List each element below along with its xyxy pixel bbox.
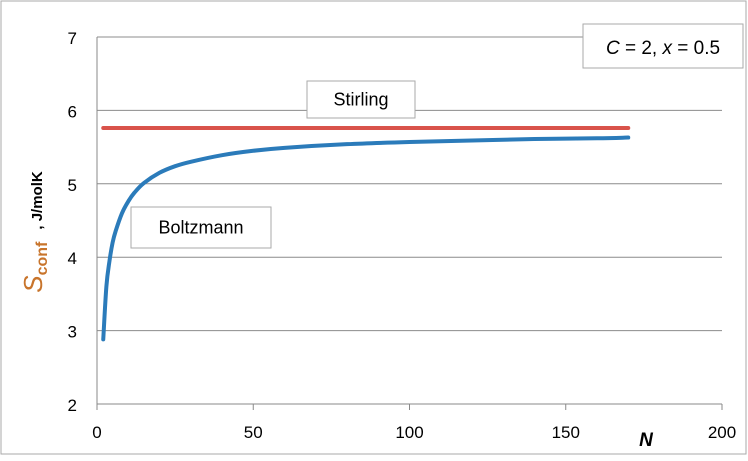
x-tick-label: 150 <box>552 423 580 442</box>
y-tick-label: 6 <box>68 102 77 121</box>
y-tick-label: 3 <box>68 323 77 342</box>
y-tick-label: 4 <box>68 249 77 268</box>
y-tick-label: 5 <box>68 176 77 195</box>
label-layer: Stirling Boltzmann C = 2, x = 0.5 <box>130 23 744 249</box>
annotation-text: Boltzmann <box>158 218 243 238</box>
grid-layer <box>97 36 722 332</box>
parameter-box-frame <box>582 23 744 69</box>
x-tick-label: 100 <box>395 423 423 442</box>
series-line-boltzmann <box>101 135 631 342</box>
y-tick-label: 7 <box>68 29 77 48</box>
annotation-box <box>130 206 272 249</box>
y-axis-label: Sconf , J/molK <box>18 171 51 293</box>
parameter-box: C = 2, x = 0.5 <box>582 23 744 69</box>
y-tick-label: 2 <box>68 396 77 415</box>
y-axis-label-unit: , J/molK <box>29 171 46 230</box>
annotation-stirling: Stirling <box>306 80 416 119</box>
annotation-text: Stirling <box>333 90 388 110</box>
x-axis-label: N <box>639 430 654 451</box>
x-tick-label: 0 <box>92 423 101 442</box>
annotation-box <box>306 80 416 119</box>
y-axis-label-subscript: conf <box>34 241 51 275</box>
axis-layer: 2 3 4 5 6 7 0 50 100 150 200 N Sconf , J/molK <box>18 29 736 451</box>
parameter-text: C = 2, x = 0.5 <box>606 38 720 59</box>
x-tick-label: 50 <box>244 423 263 442</box>
series-layer <box>101 126 631 342</box>
x-tick-label: 200 <box>708 423 736 442</box>
annotation-boltzmann: Boltzmann <box>130 206 272 249</box>
y-axis-label-symbol: S <box>18 275 48 293</box>
